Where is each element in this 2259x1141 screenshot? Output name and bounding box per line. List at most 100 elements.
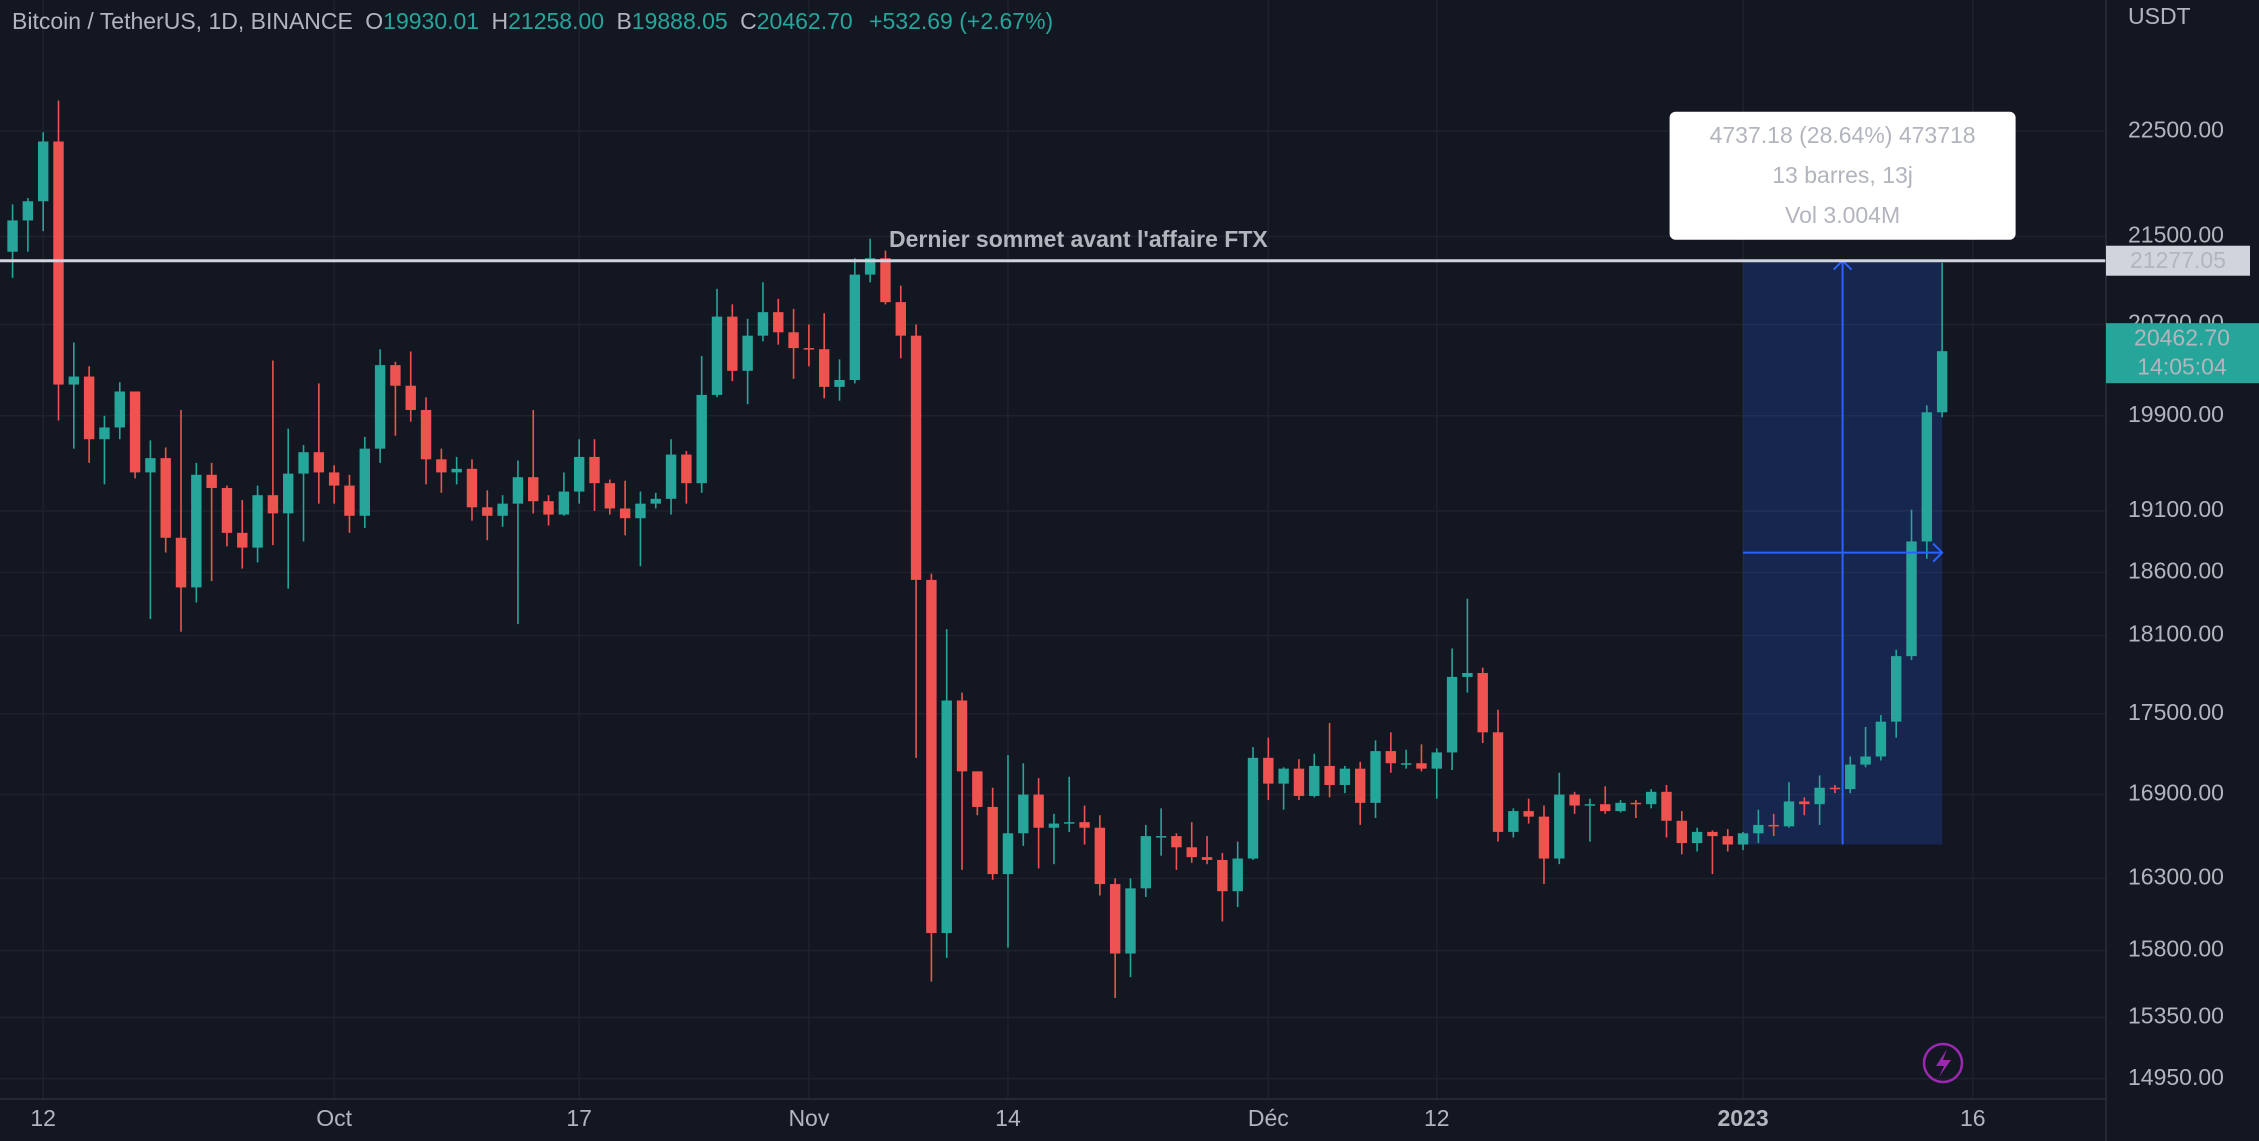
candle-body — [53, 141, 64, 385]
candle-body — [972, 771, 983, 807]
y-tick-label: 15350.00 — [2128, 1003, 2224, 1029]
candle-body — [37, 141, 49, 202]
alert-icon-bolt[interactable] — [1936, 1049, 1951, 1077]
candle-body — [727, 316, 738, 371]
level-price-label: 21277.05 — [2130, 247, 2226, 273]
candle-body — [1707, 831, 1718, 837]
candle-body — [1492, 732, 1504, 832]
candle-body — [956, 700, 968, 772]
candle-body — [1814, 787, 1825, 805]
measure-tooltip-text: Vol 3.004M — [1785, 202, 1900, 228]
candle-body — [1201, 857, 1213, 860]
legend-header: Bitcoin / TetherUS, 1D, BINANCE O19930.0… — [12, 8, 1053, 34]
x-tick-label: Déc — [1248, 1105, 1289, 1131]
x-tick-label: 14 — [995, 1105, 1021, 1131]
currency-label: USDT — [2128, 3, 2191, 29]
candle-body — [1921, 412, 1933, 542]
measure-tooltip — [1669, 111, 2016, 240]
close-label: C — [740, 8, 757, 34]
candle-body — [1217, 859, 1228, 892]
candle-body — [1370, 751, 1381, 803]
y-tick-label: 22500.00 — [2128, 116, 2224, 142]
candle-body — [1845, 764, 1856, 790]
x-tick-label: 2023 — [1717, 1105, 1768, 1131]
alert-icon[interactable] — [1922, 1042, 1964, 1084]
candle-body — [313, 452, 325, 473]
candle-body — [1064, 822, 1075, 824]
candle-body — [528, 477, 539, 502]
candle-body — [788, 332, 799, 349]
candle-body — [114, 391, 125, 428]
x-tick-label: Nov — [788, 1105, 829, 1131]
candle-body — [1416, 763, 1427, 769]
candle-body — [1829, 787, 1841, 790]
candle-body — [742, 335, 753, 371]
candle-body — [1569, 794, 1580, 806]
candle-body — [1860, 756, 1871, 765]
candle-body — [1048, 823, 1060, 828]
candle-body — [711, 316, 723, 395]
candle-body — [803, 348, 815, 350]
grid — [0, 0, 2106, 1099]
candle-body — [1125, 888, 1136, 954]
open-value: 19930.01 — [383, 8, 479, 34]
candle-body — [589, 456, 600, 484]
candle-body — [1538, 816, 1550, 859]
candle-body — [635, 503, 646, 519]
candle-body — [1431, 752, 1442, 769]
candle-body — [543, 501, 554, 515]
candle-body — [1263, 757, 1274, 784]
candle-body — [390, 365, 401, 386]
candle-body — [497, 503, 508, 516]
candle-body — [1140, 836, 1152, 889]
candle-body — [1278, 768, 1289, 784]
candle-body — [1584, 804, 1596, 806]
x-tick-label: 12 — [30, 1105, 56, 1131]
candle-body — [1799, 801, 1810, 805]
candle-body — [237, 532, 248, 548]
candle-body — [1247, 757, 1259, 859]
candle-body — [573, 456, 585, 492]
candle-body — [68, 376, 80, 385]
candle-body — [941, 700, 952, 934]
candle-body — [558, 491, 570, 515]
measure-tooltip-text: 13 barres, 13j — [1772, 162, 1913, 188]
candle-body — [665, 454, 677, 499]
candle-body — [696, 394, 707, 484]
candle-body — [1109, 884, 1121, 954]
candle-body — [1232, 858, 1243, 892]
candle-body — [267, 495, 279, 514]
candle-body — [1875, 721, 1887, 757]
candle-body — [1354, 768, 1366, 803]
candle-body — [1890, 656, 1902, 722]
low-value: 19888.05 — [632, 8, 728, 34]
candle-body — [1462, 673, 1473, 677]
candle-body — [987, 806, 998, 875]
y-tick-label: 15800.00 — [2128, 936, 2224, 962]
candle-body — [191, 474, 202, 588]
candle-body — [1309, 765, 1320, 796]
candle-body — [880, 258, 891, 303]
candle-body — [1600, 804, 1611, 812]
candle-body — [1385, 751, 1397, 764]
x-tick-label: Oct — [316, 1105, 352, 1131]
candle-body — [7, 220, 18, 252]
candle-body — [129, 391, 141, 473]
candle-body — [298, 452, 309, 474]
candle-body — [436, 459, 447, 473]
candle-body — [160, 458, 171, 538]
x-tick-label: 16 — [1960, 1105, 1986, 1131]
candle-body — [283, 473, 294, 514]
candle-body — [1630, 802, 1642, 805]
candle-body — [681, 454, 692, 484]
candle-body — [757, 312, 769, 336]
y-tick-label: 19900.00 — [2128, 401, 2224, 427]
candle-body — [221, 487, 233, 533]
y-tick-label: 21500.00 — [2128, 222, 2224, 248]
alert-icon-circle[interactable] — [1922, 1042, 1964, 1084]
candle-body — [175, 537, 187, 588]
change-value: +532.69 (+2.67%) — [869, 8, 1053, 34]
candle-body — [1339, 768, 1351, 785]
candle-body — [604, 483, 616, 509]
